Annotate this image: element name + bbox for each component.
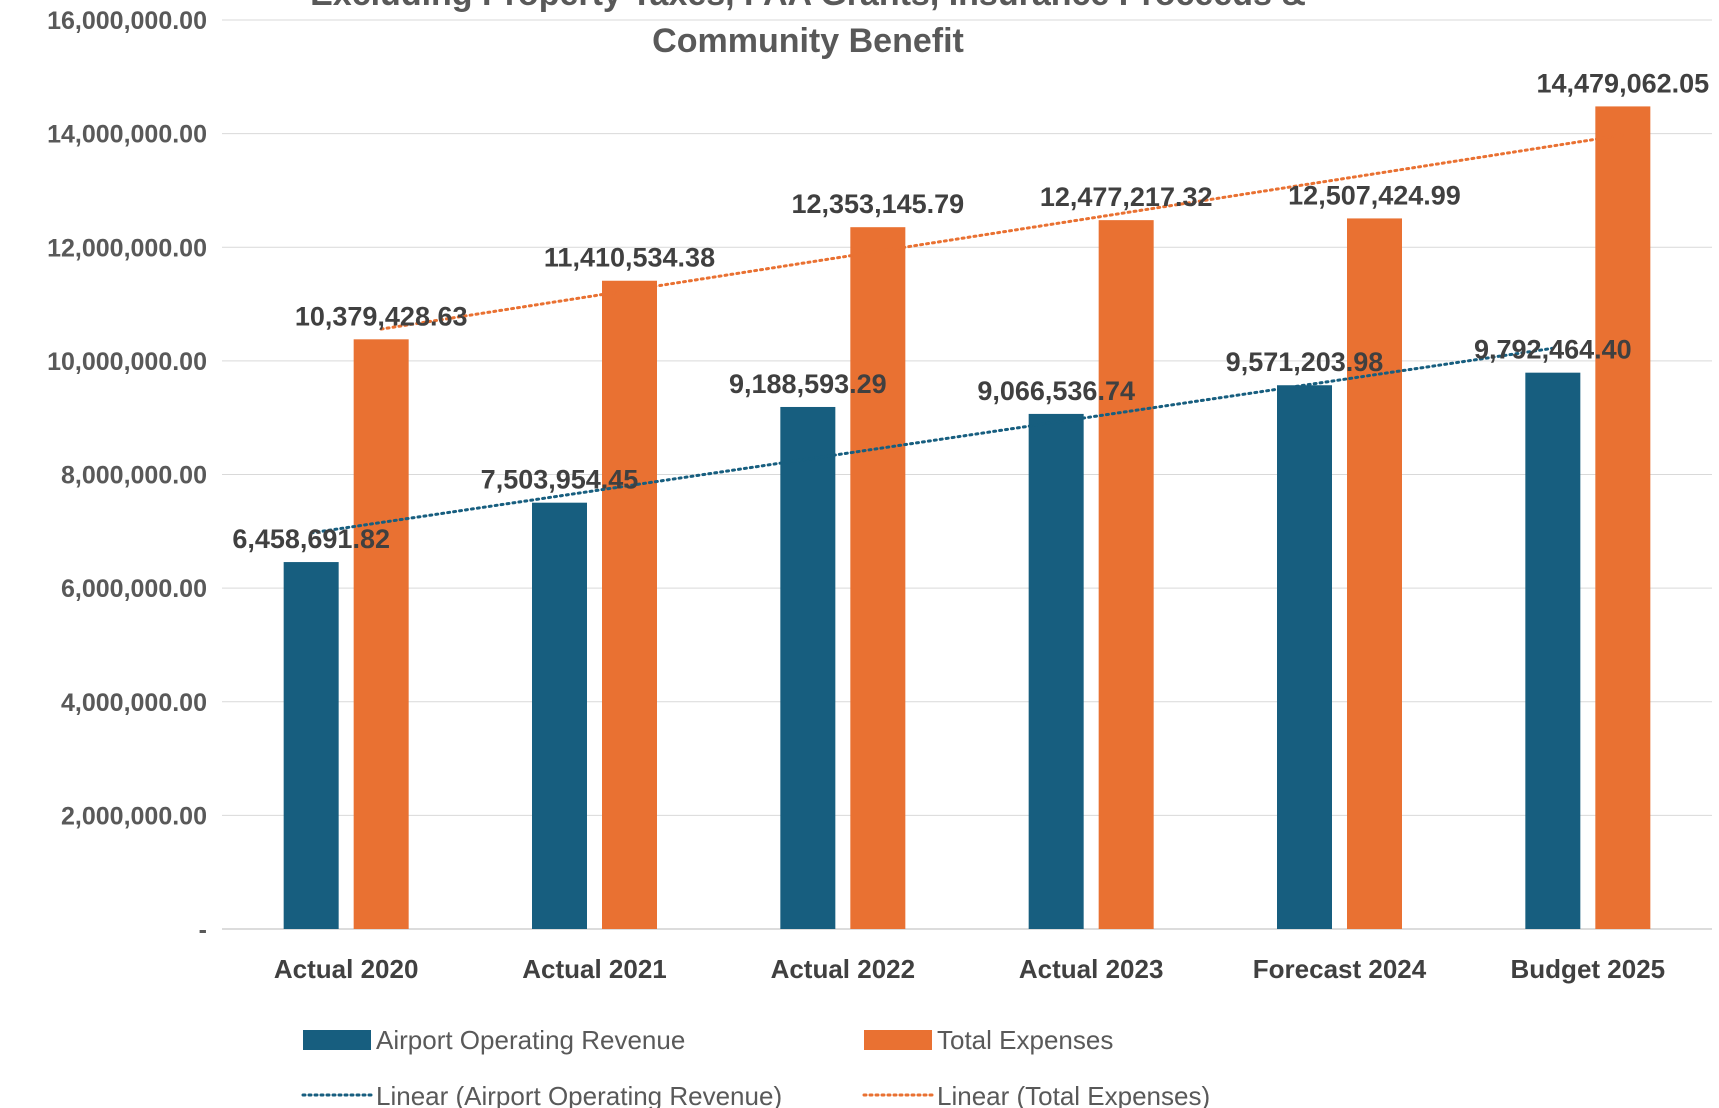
y-tick-label: 6,000,000.00	[61, 575, 207, 603]
revenue-trendline	[309, 346, 1555, 535]
chart-title: Excluding Property Taxes, FAA Grants, In…	[310, 0, 1306, 60]
expenses-data-label: 12,353,145.79	[791, 189, 964, 219]
chart-title-line-2: Community Benefit	[652, 22, 964, 60]
gridlines	[222, 19, 1712, 930]
x-category-label: Actual 2022	[771, 954, 916, 984]
revenue-bar	[1028, 413, 1084, 930]
expenses-bar	[602, 280, 657, 929]
expenses-bar	[1347, 218, 1402, 929]
expenses-bar	[1098, 220, 1154, 930]
trendlines	[309, 133, 1625, 535]
expenses-legend-swatch	[864, 1030, 932, 1050]
revenue-data-label: 9,188,593.29	[729, 369, 887, 399]
revenue-bar	[1277, 385, 1332, 929]
revenue-trend-legend-label: Linear (Airport Operating Revenue)	[376, 1081, 782, 1108]
x-category-label: Budget 2025	[1511, 954, 1666, 984]
chart-title-line-1: Excluding Property Taxes, FAA Grants, In…	[310, 0, 1306, 13]
x-category-label: Forecast 2024	[1253, 954, 1427, 984]
y-tick-label: 4,000,000.00	[61, 689, 207, 717]
expenses-data-label: 12,477,217.32	[1040, 182, 1213, 212]
revenue-data-label: 7,503,954.45	[481, 465, 639, 495]
y-tick-label: 8,000,000.00	[61, 462, 207, 490]
expenses-trend-legend-label: Linear (Total Expenses)	[937, 1081, 1210, 1108]
revenue-data-label: 9,571,203.98	[1226, 347, 1384, 377]
expenses-trendline	[379, 133, 1625, 331]
expenses-legend-label: Total Expenses	[937, 1025, 1113, 1055]
expenses-bar	[1595, 106, 1651, 930]
data-labels: 6,458,691.82 10,379,428.63 7,503,954.45 11,…	[232, 68, 1709, 554]
revenue-legend-label: Airport Operating Revenue	[376, 1025, 685, 1055]
revenue-legend-swatch	[303, 1030, 371, 1050]
revenue-bar	[1525, 372, 1581, 929]
expenses-data-label: 14,479,062.05	[1536, 68, 1709, 98]
expenses-data-label: 12,507,424.99	[1288, 180, 1461, 210]
expenses-bar	[850, 227, 906, 930]
y-axis-tick-labels: - 2,000,000.00 4,000,000.00 6,000,000.00 8,0…	[47, 7, 207, 944]
revenue-bar	[532, 502, 587, 929]
revenue-data-label: 9,066,536.74	[977, 376, 1135, 406]
x-axis-category-labels: Actual 2020 Actual 2021 Actual 2022 Actual …	[274, 954, 1665, 984]
y-tick-label: -	[199, 916, 207, 944]
expenses-data-label: 10,379,428.63	[295, 301, 468, 331]
expenses-data-label: 11,410,534.38	[544, 243, 715, 273]
y-tick-label: 14,000,000.00	[47, 121, 207, 149]
x-category-label: Actual 2023	[1019, 954, 1164, 984]
expenses-bar	[353, 339, 409, 929]
bars	[283, 106, 1651, 930]
y-tick-label: 16,000,000.00	[47, 7, 207, 35]
revenue-bar	[780, 406, 836, 930]
revenue-data-label: 6,458,691.82	[232, 524, 390, 554]
y-tick-label: 2,000,000.00	[61, 802, 207, 830]
x-category-label: Actual 2020	[274, 954, 419, 984]
legend: Airport Operating Revenue Total Expenses L…	[301, 1025, 1210, 1108]
x-category-label: Actual 2021	[522, 954, 667, 984]
y-tick-label: 10,000,000.00	[47, 348, 207, 376]
revenue-bar	[283, 562, 339, 929]
revenue-data-label: 9,792,464.40	[1474, 335, 1632, 365]
y-tick-label: 12,000,000.00	[47, 234, 207, 262]
